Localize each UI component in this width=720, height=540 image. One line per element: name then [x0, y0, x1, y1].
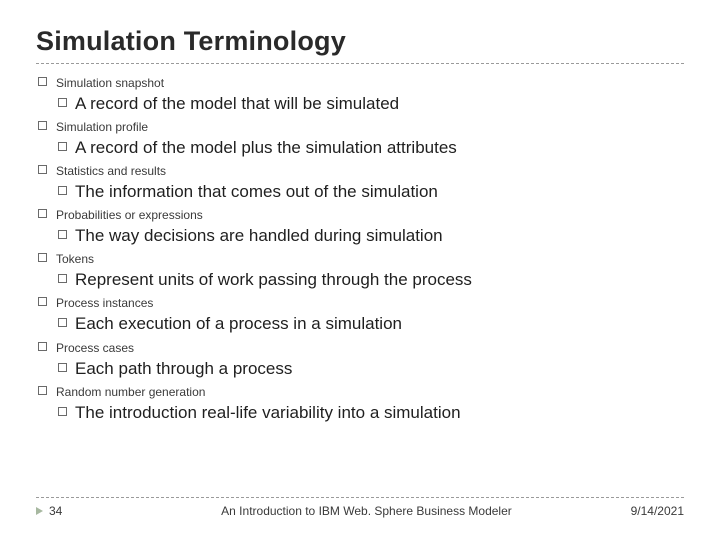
definition-row: Each execution of a process in a simulat…: [36, 313, 684, 335]
triangle-icon: [36, 507, 43, 515]
term-label: Simulation snapshot: [56, 74, 164, 92]
checkbox-icon: [58, 98, 67, 107]
term-label: Random number generation: [56, 383, 205, 401]
definition-text: The information that comes out of the si…: [75, 181, 438, 203]
term-row: Tokens: [36, 250, 684, 268]
definition-body: record of the model plus the simulation …: [90, 138, 457, 157]
definition-prefix: A: [75, 94, 85, 113]
definition-body: way decisions are handled during simulat…: [109, 226, 443, 245]
checkbox-icon: [58, 230, 67, 239]
checkbox-icon: [58, 363, 67, 372]
footer-title: An Introduction to IBM Web. Sphere Busin…: [62, 504, 630, 518]
term-row: Random number generation: [36, 383, 684, 401]
checkbox-icon: [58, 407, 67, 416]
list-item: Random number generation The introductio…: [36, 383, 684, 424]
term-row: Simulation snapshot: [36, 74, 684, 92]
term-row: Statistics and results: [36, 162, 684, 180]
definition-body: path through a process: [118, 359, 292, 378]
list-item: Process instances Each execution of a pr…: [36, 294, 684, 335]
checkbox-icon: [38, 77, 47, 86]
checkbox-icon: [38, 342, 47, 351]
term-label: Simulation profile: [56, 118, 148, 136]
definition-row: A record of the model that will be simul…: [36, 93, 684, 115]
list-item: Process cases Each path through a proces…: [36, 339, 684, 380]
list-item: Probabilities or expressions The way dec…: [36, 206, 684, 247]
checkbox-icon: [38, 253, 47, 262]
list-item: Tokens Represent units of work passing t…: [36, 250, 684, 291]
definition-prefix: The: [75, 403, 104, 422]
term-label: Statistics and results: [56, 162, 166, 180]
slide: Simulation Terminology Simulation snapsh…: [0, 0, 720, 540]
checkbox-icon: [38, 209, 47, 218]
checkbox-icon: [58, 142, 67, 151]
bullet-list: Simulation snapshot A record of the mode…: [36, 74, 684, 424]
definition-row: Each path through a process: [36, 358, 684, 380]
definition-text: The way decisions are handled during sim…: [75, 225, 443, 247]
term-row: Process instances: [36, 294, 684, 312]
definition-text: Each execution of a process in a simulat…: [75, 313, 402, 335]
term-label: Process instances: [56, 294, 153, 312]
definition-prefix: The: [75, 226, 104, 245]
definition-row: The way decisions are handled during sim…: [36, 225, 684, 247]
footer-row: 34 An Introduction to IBM Web. Sphere Bu…: [36, 504, 684, 518]
definition-body: execution of a process in a simulation: [118, 314, 402, 333]
definition-prefix: Each: [75, 314, 114, 333]
definition-row: A record of the model plus the simulatio…: [36, 137, 684, 159]
definition-text: A record of the model plus the simulatio…: [75, 137, 457, 159]
definition-row: The information that comes out of the si…: [36, 181, 684, 203]
definition-text: The introduction real-life variability i…: [75, 402, 461, 424]
title-divider: [36, 63, 684, 64]
definition-body: information that comes out of the simula…: [109, 182, 438, 201]
definition-body: units of work passing through the proces…: [158, 270, 472, 289]
definition-text: Represent units of work passing through …: [75, 269, 472, 291]
checkbox-icon: [38, 386, 47, 395]
definition-row: Represent units of work passing through …: [36, 269, 684, 291]
term-row: Process cases: [36, 339, 684, 357]
checkbox-icon: [58, 318, 67, 327]
definition-prefix: A: [75, 138, 85, 157]
definition-prefix: The: [75, 182, 104, 201]
definition-body: record of the model that will be simulat…: [90, 94, 399, 113]
definition-prefix: Each: [75, 359, 114, 378]
slide-footer: 34 An Introduction to IBM Web. Sphere Bu…: [36, 497, 684, 518]
definition-body: introduction real-life variability into …: [109, 403, 461, 422]
term-label: Process cases: [56, 339, 134, 357]
definition-row: The introduction real-life variability i…: [36, 402, 684, 424]
footer-divider: [36, 497, 684, 498]
slide-title: Simulation Terminology: [36, 26, 684, 57]
term-row: Probabilities or expressions: [36, 206, 684, 224]
checkbox-icon: [58, 274, 67, 283]
checkbox-icon: [38, 121, 47, 130]
footer-date: 9/14/2021: [631, 504, 684, 518]
page-number: 34: [49, 504, 62, 518]
definition-text: Each path through a process: [75, 358, 292, 380]
list-item: Simulation profile A record of the model…: [36, 118, 684, 159]
definition-prefix: Represent: [75, 270, 153, 289]
checkbox-icon: [38, 297, 47, 306]
page-number-group: 34: [36, 504, 62, 518]
list-item: Statistics and results The information t…: [36, 162, 684, 203]
term-label: Tokens: [56, 250, 94, 268]
checkbox-icon: [58, 186, 67, 195]
term-label: Probabilities or expressions: [56, 206, 203, 224]
definition-text: A record of the model that will be simul…: [75, 93, 399, 115]
list-item: Simulation snapshot A record of the mode…: [36, 74, 684, 115]
term-row: Simulation profile: [36, 118, 684, 136]
checkbox-icon: [38, 165, 47, 174]
